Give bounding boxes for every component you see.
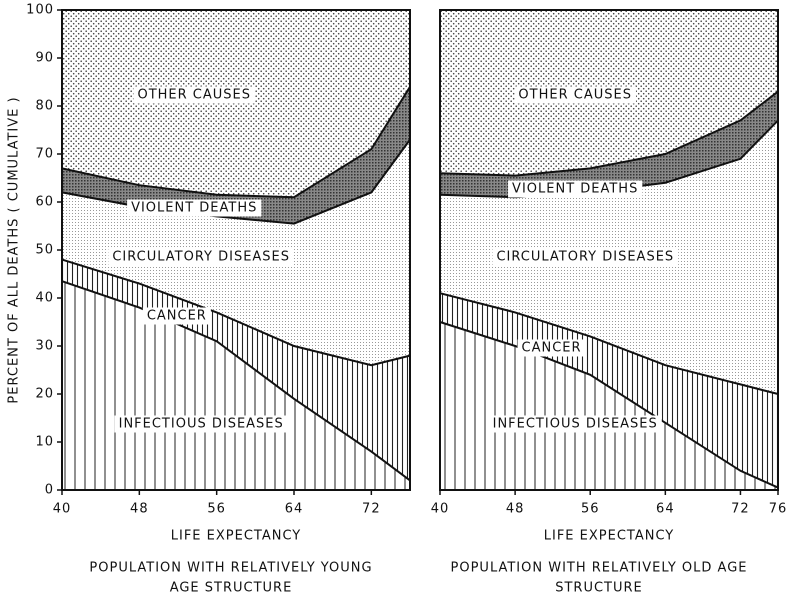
area-label: INFECTIOUS DISEASES [493,417,658,432]
area-boundary [61,86,411,199]
chart-title: POPULATION WITH RELATIVELY YOUNG [89,561,372,576]
y-tick-label: 80 [35,99,54,114]
area-boundary [439,321,779,489]
area-label: INFECTIOUS DISEASES [119,417,284,432]
label-background [514,86,636,104]
y-axis-label: PERCENT OF ALL DEATHS ( CUMULATIVE ) [7,96,22,403]
panel: INFECTIOUS DISEASES CANCER CIRCULATORY DIS… [7,3,411,596]
area-boundary [439,292,779,395]
y-tick-label: 40 [35,291,54,306]
area-label: OTHER CAUSES [518,88,632,103]
area-label: VIOLENT DEATHS [131,201,257,216]
label-background [133,86,256,104]
label-background [492,248,679,266]
x-tick-label: 64 [656,502,675,517]
label-background [488,415,662,433]
x-tick-label: 56 [581,502,600,517]
chart-title: AGE STRUCTURE [170,581,293,596]
area-fill [62,86,410,224]
panel: INFECTIOUS DISEASES CANCER CIRCULATORY DIS… [431,9,788,596]
y-tick-label: 70 [35,147,54,162]
y-tick-label: 100 [26,3,54,18]
label-background [517,339,586,357]
area-fill [440,91,778,198]
area-label: CIRCULATORY DISEASES [112,250,290,265]
plot-frame [439,9,779,491]
area-label: OTHER CAUSES [137,88,251,103]
x-tick-label: 76 [769,502,788,517]
x-axis-label: LIFE EXPECTANCY [544,529,675,544]
area-boundary [61,258,411,367]
x-tick-label: 56 [207,502,226,517]
label-background [127,199,262,217]
label-background [142,307,211,325]
label-background [114,415,288,433]
y-tick-label: 0 [45,483,54,498]
area-boundary [61,280,411,482]
y-tick-label: 60 [35,195,54,210]
area-fill [440,322,778,490]
y-tick-label: 50 [35,243,54,258]
area-fill [62,10,410,198]
x-tick-label: 40 [53,502,72,517]
x-tick-label: 72 [731,502,750,517]
y-tick-label: 10 [35,435,54,450]
x-tick-label: 48 [506,502,525,517]
y-tick-label: 20 [35,387,54,402]
chart-title: STRUCTURE [555,581,643,596]
area-label: CANCER [522,341,582,356]
label-background [108,248,295,266]
chart-title: POPULATION WITH RELATIVELY OLD AGE [451,561,748,576]
x-tick-label: 40 [431,502,450,517]
area-boundary [439,90,779,177]
y-tick-label: 90 [35,51,54,66]
area-fill [62,281,410,490]
x-tick-label: 48 [130,502,149,517]
area-fill [62,259,410,481]
area-label: CANCER [147,309,207,324]
x-tick-label: 64 [285,502,304,517]
x-tick-label: 72 [362,502,381,517]
area-label: CIRCULATORY DISEASES [496,250,674,265]
area-label: VIOLENT DEATHS [512,182,638,197]
area-boundary [61,139,411,225]
label-background [508,180,643,198]
x-axis-label: LIFE EXPECTANCY [171,529,302,544]
y-tick-label: 30 [35,339,54,354]
